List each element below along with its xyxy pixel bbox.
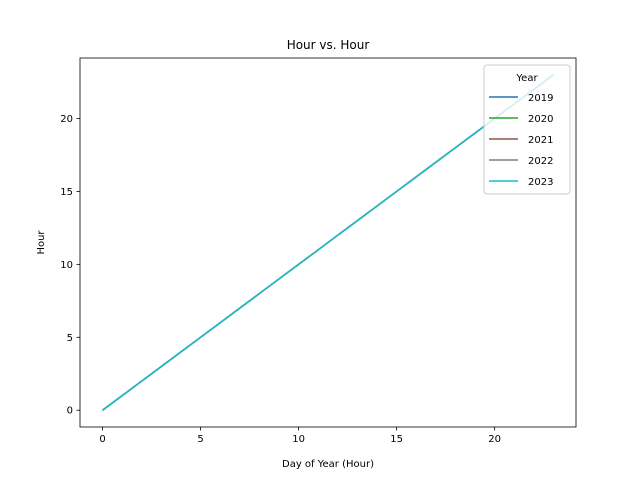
legend-title: Year bbox=[515, 73, 538, 84]
x-axis-label: Day of Year (Hour) bbox=[282, 459, 374, 470]
legend-label-2019: 2019 bbox=[528, 93, 553, 104]
legend-items: 2019 2020 2021 2022 2023 bbox=[489, 93, 553, 188]
series-layer bbox=[102, 74, 554, 411]
legend: Year 2019 2020 2021 2022 2023 bbox=[483, 64, 571, 195]
legend-box bbox=[483, 64, 571, 195]
y-tick-label: 10 bbox=[60, 260, 73, 271]
y-tick-label: 5 bbox=[67, 333, 73, 344]
plot-area bbox=[79, 57, 577, 428]
y-tick-label: 20 bbox=[60, 114, 73, 125]
y-axis: 0 5 10 15 20 bbox=[60, 114, 80, 417]
series-line-2023 bbox=[102, 74, 554, 411]
x-tick-label: 5 bbox=[197, 434, 203, 445]
chart-title: Hour vs. Hour bbox=[287, 38, 370, 52]
legend-label-2020: 2020 bbox=[528, 114, 553, 125]
legend-label-2023: 2023 bbox=[528, 177, 553, 188]
y-axis-label: Hour bbox=[36, 230, 47, 255]
x-tick-label: 10 bbox=[292, 434, 305, 445]
x-tick-label: 20 bbox=[488, 434, 501, 445]
y-tick-label: 15 bbox=[60, 187, 73, 198]
y-tick-label: 0 bbox=[67, 406, 73, 417]
legend-label-2021: 2021 bbox=[528, 135, 553, 146]
x-axis: 0 5 10 15 20 bbox=[99, 427, 501, 445]
x-tick-label: 15 bbox=[390, 434, 403, 445]
plot-frame bbox=[79, 57, 577, 428]
x-tick-label: 0 bbox=[99, 434, 105, 445]
legend-label-2022: 2022 bbox=[528, 156, 553, 167]
